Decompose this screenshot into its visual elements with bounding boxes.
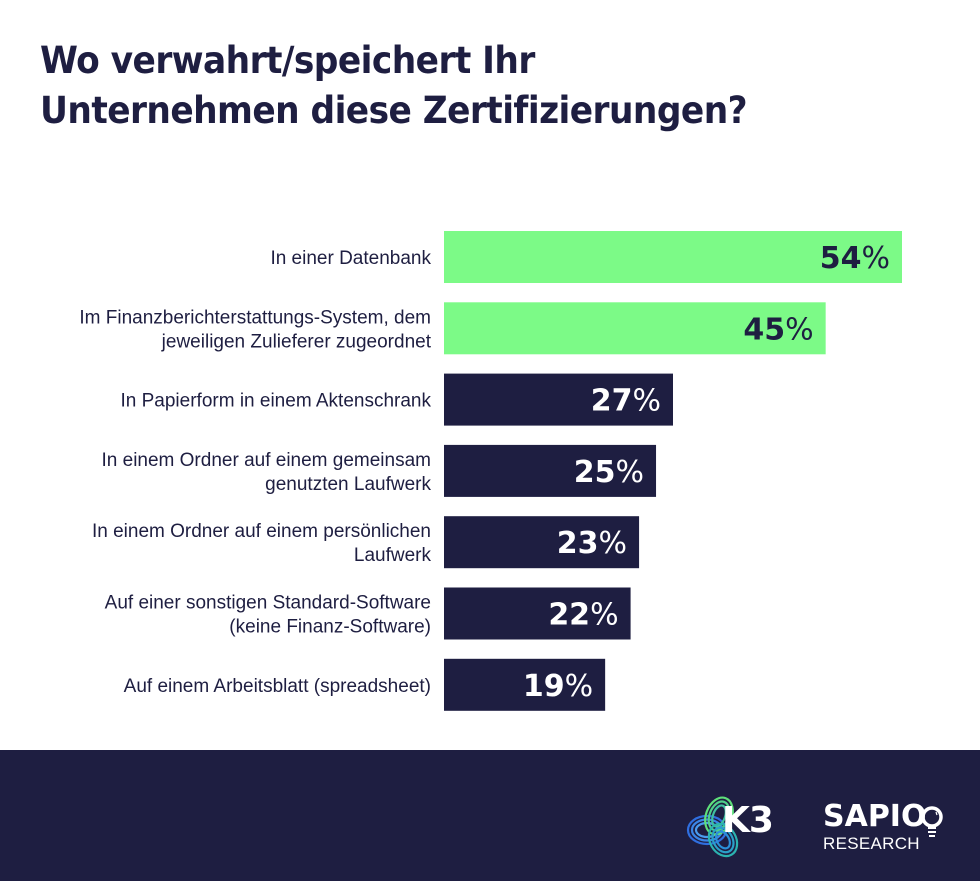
chart-title-line-2: Unternehmen diese Zertifizierungen? (40, 89, 748, 132)
data-label-7: 19% (523, 669, 593, 704)
data-label-6: 22% (548, 598, 618, 633)
chart-title: Wo verwahrt/speichert Ihr Unternehmen di… (40, 36, 877, 136)
category-label-1: In einer Datenbank (270, 248, 431, 269)
data-label-3: 27% (591, 384, 661, 419)
k3-logo-icon (686, 796, 739, 858)
data-label-percent: % (599, 526, 628, 561)
category-label-line: jeweiligen Zulieferer zugeordnet (161, 331, 432, 352)
bar-6 (444, 587, 631, 640)
bar-2 (444, 302, 826, 355)
data-label-value: 54 (820, 241, 862, 276)
category-label-line: In einem Ordner auf einem gemeinsam (102, 450, 432, 471)
footer: K3 SAPIO RESEARCH (0, 750, 980, 881)
data-label-percent: % (590, 598, 619, 633)
data-label-value: 27 (591, 384, 633, 419)
category-label-line: Auf einem Arbeitsblatt (spreadsheet) (124, 676, 431, 697)
data-label-value: 45 (743, 312, 785, 347)
bar-7 (444, 658, 606, 711)
category-label-4: In einem Ordner auf einem gemeinsam genut… (102, 450, 432, 495)
data-label-percent: % (785, 312, 814, 347)
bar-chart: 54% In einer Datenbank 45% Im Finanzbericht… (79, 231, 902, 711)
data-label-2: 45% (743, 312, 813, 347)
data-label-percent: % (861, 241, 890, 276)
category-label-line: Auf einer sonstigen Standard-Software (105, 593, 431, 614)
bar-3 (444, 373, 673, 426)
data-label-1: 54% (820, 241, 890, 276)
sapio-logo-text: SAPIO (823, 799, 927, 834)
lightbulb-icon (921, 806, 943, 837)
category-label-line: Im Finanzberichterstattungs-System, dem (79, 307, 431, 328)
category-label-6: Auf einer sonstigen Standard-Software (ke… (105, 593, 431, 638)
data-label-5: 23% (557, 526, 627, 561)
category-label-2: Im Finanzberichterstattungs-System, dem j… (79, 307, 431, 352)
category-label-line: In einer Datenbank (270, 248, 431, 269)
bar-1 (444, 231, 902, 283)
bar-5 (444, 516, 640, 569)
category-label-line: Laufwerk (354, 545, 432, 566)
category-label-line: In einem Ordner auf einem persönlichen (92, 521, 431, 542)
data-label-percent: % (565, 669, 594, 704)
data-label-value: 25 (574, 455, 616, 490)
category-label-line: (keine Finanz-Software) (229, 617, 431, 638)
data-label-value: 19 (523, 669, 565, 704)
category-label-3: In Papierform in einem Aktenschrank (121, 391, 432, 412)
data-label-percent: % (632, 384, 661, 419)
category-label-7: Auf einem Arbeitsblatt (spreadsheet) (124, 676, 431, 697)
data-label-percent: % (616, 455, 645, 490)
data-label-value: 22 (548, 598, 590, 633)
bar-4 (444, 444, 657, 497)
sapio-logo-subtext: RESEARCH (823, 834, 920, 853)
k3-logo-text: K3 (722, 800, 774, 841)
chart-title-line-1: Wo verwahrt/speichert Ihr (40, 39, 535, 82)
data-label-4: 25% (574, 455, 644, 490)
category-label-5: In einem Ordner auf einem persönlichen La… (92, 521, 432, 566)
category-label-line: genutzten Laufwerk (265, 474, 431, 495)
category-label-line: In Papierform in einem Aktenschrank (121, 391, 432, 412)
data-label-value: 23 (557, 526, 599, 561)
